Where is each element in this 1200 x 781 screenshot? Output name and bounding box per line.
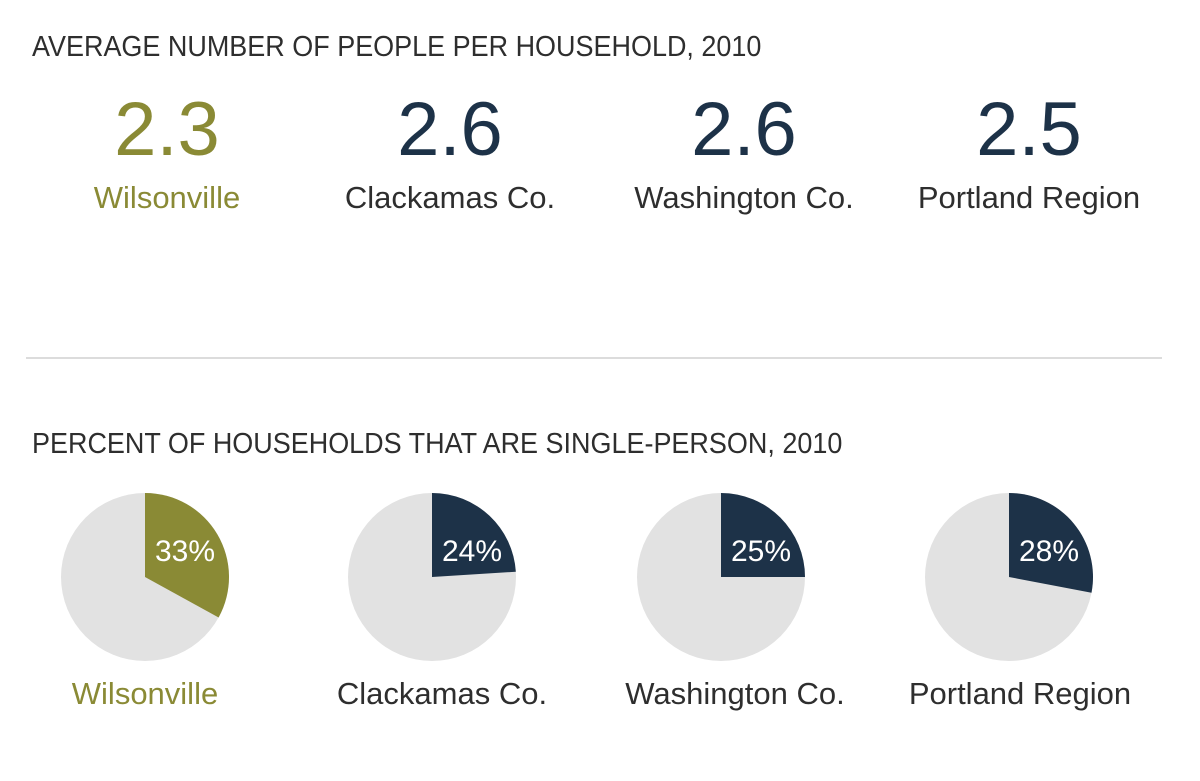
pie-portland: 28% (925, 493, 1093, 661)
stat-label-wilsonville: Wilsonville (93, 180, 241, 215)
pie-clackamas: 24% (348, 493, 516, 661)
stat-column-washington: 2.6 Washington Co. (599, 88, 889, 216)
pie-value-label-portland: 28% (1019, 535, 1079, 568)
stat-value-portland: 2.5 (976, 87, 1082, 172)
pie-value-label-wilsonville: 33% (155, 535, 215, 568)
pie-slice-clackamas (432, 493, 516, 577)
pie-slice-portland (1009, 493, 1093, 593)
stat-column-wilsonville: 2.3 Wilsonville (22, 88, 312, 216)
stat-value-clackamas: 2.6 (397, 87, 503, 172)
single-person-title: PERCENT OF HOUSEHOLDS THAT ARE SINGLE-PE… (32, 428, 843, 460)
pie-washington: 25% (637, 493, 805, 661)
pie-slice-washington (721, 493, 805, 577)
stat-label-clackamas: Clackamas Co. (344, 180, 556, 215)
stat-value-washington: 2.6 (691, 87, 797, 172)
stat-label-washington: Washington Co. (634, 180, 854, 215)
section-divider (26, 357, 1162, 359)
stat-column-portland: 2.5 Portland Region (884, 88, 1174, 216)
pie-label-wilsonville: Wilsonville (71, 676, 219, 711)
stat-column-clackamas: 2.6 Clackamas Co. (305, 88, 595, 216)
pie-value-label-washington: 25% (731, 535, 791, 568)
pie-wilsonville: 33% (61, 493, 230, 661)
stat-label-portland: Portland Region (917, 180, 1141, 215)
pie-value-label-clackamas: 24% (442, 535, 502, 568)
pie-label-clackamas: Clackamas Co. (336, 676, 548, 711)
pie-slice-wilsonville (145, 493, 230, 618)
stat-value-wilsonville: 2.3 (114, 87, 220, 172)
pie-label-washington: Washington Co. (625, 676, 845, 711)
household-size-title: AVERAGE NUMBER OF PEOPLE PER HOUSEHOLD, … (32, 31, 762, 63)
pie-label-portland: Portland Region (908, 676, 1132, 711)
single-person-pie-charts: 33% 24% 25% 28% (61, 493, 1093, 661)
